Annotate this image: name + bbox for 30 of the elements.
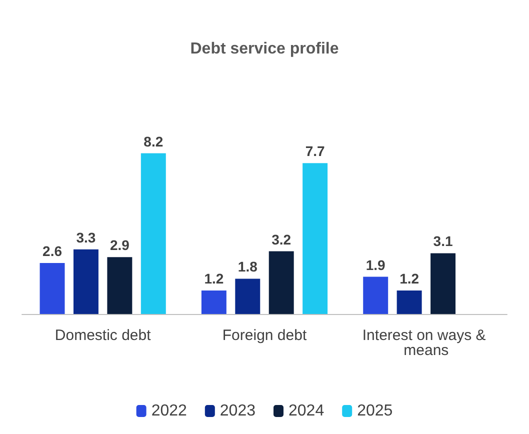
chart-title: Debt service profile [190, 40, 339, 58]
bar [268, 251, 294, 314]
data-label: 2.9 [110, 237, 130, 254]
legend-label: 2023 [220, 402, 256, 420]
x-tick-label: Foreign debt [222, 327, 308, 344]
bar [363, 276, 388, 314]
data-label: 3.1 [433, 233, 453, 250]
bar [40, 263, 65, 314]
data-label: 1.2 [204, 270, 224, 286]
bar [73, 249, 98, 314]
data-label: 1.9 [366, 256, 386, 273]
data-label: 3.2 [272, 231, 292, 248]
bar [396, 290, 422, 314]
data-label: 1.8 [238, 258, 258, 275]
data-label: 7.7 [305, 143, 326, 160]
legend-label: 2022 [151, 402, 188, 420]
bar [430, 253, 456, 314]
bar [302, 163, 328, 314]
data-label: 2.6 [42, 243, 62, 260]
legend-label: 2025 [357, 402, 393, 420]
data-label: 1.2 [400, 270, 420, 286]
legend-label: 2024 [288, 402, 324, 420]
x-tick-label: Interest on ways & means [362, 327, 490, 359]
data-label: 8.2 [144, 133, 164, 150]
x-tick-label: Domestic debt [54, 327, 152, 344]
bar [140, 153, 166, 314]
data-label: 3.3 [76, 229, 96, 246]
bar [235, 278, 260, 314]
bar [107, 257, 132, 314]
bar [201, 290, 226, 314]
